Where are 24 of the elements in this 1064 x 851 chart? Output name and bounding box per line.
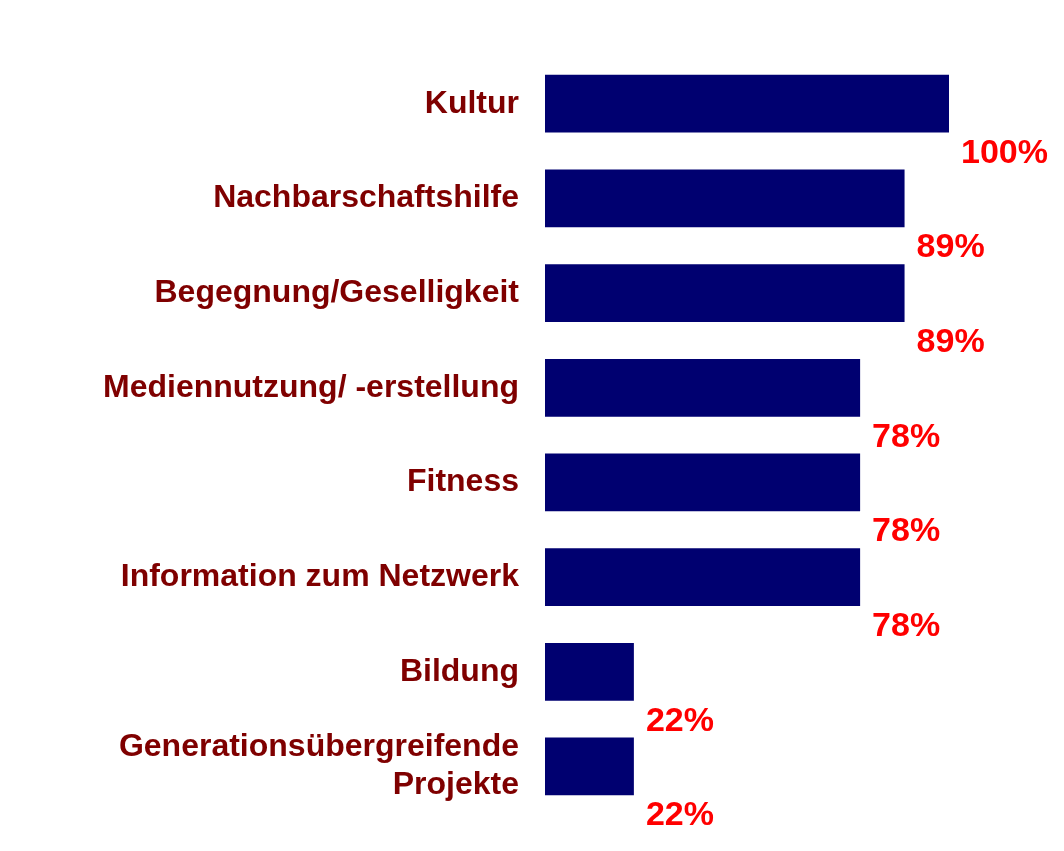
data-label: 22%	[645, 699, 714, 738]
y-tick-label: Bildung	[399, 651, 519, 688]
bar	[545, 642, 634, 701]
bar	[545, 548, 861, 606]
bar	[545, 737, 634, 796]
y-tick-label: Information zum Netzwerk	[120, 556, 520, 593]
y-tick-label: Fitness	[406, 462, 519, 499]
data-label: 78%	[872, 510, 941, 549]
y-tick-label: Kultur	[424, 83, 519, 120]
data-label: 78%	[872, 604, 941, 643]
y-tick-label: Nachbarschaftshilfe	[213, 178, 519, 215]
data-label: 78%	[872, 415, 941, 454]
bar	[545, 358, 861, 417]
y-tick-label: Generationsübergreifende Projekte	[118, 727, 519, 802]
y-tick-label: Begegnung/Geselligkeit	[154, 272, 520, 309]
y-tick-label: Mediennutzung/ -erstellung	[103, 367, 519, 404]
data-label: 100%	[961, 131, 1048, 170]
bar	[545, 264, 905, 322]
data-label: 22%	[645, 794, 714, 833]
data-label: 89%	[916, 226, 985, 265]
bar	[545, 169, 905, 228]
data-label: 89%	[916, 320, 985, 359]
bar	[545, 453, 861, 512]
bar	[545, 74, 949, 133]
